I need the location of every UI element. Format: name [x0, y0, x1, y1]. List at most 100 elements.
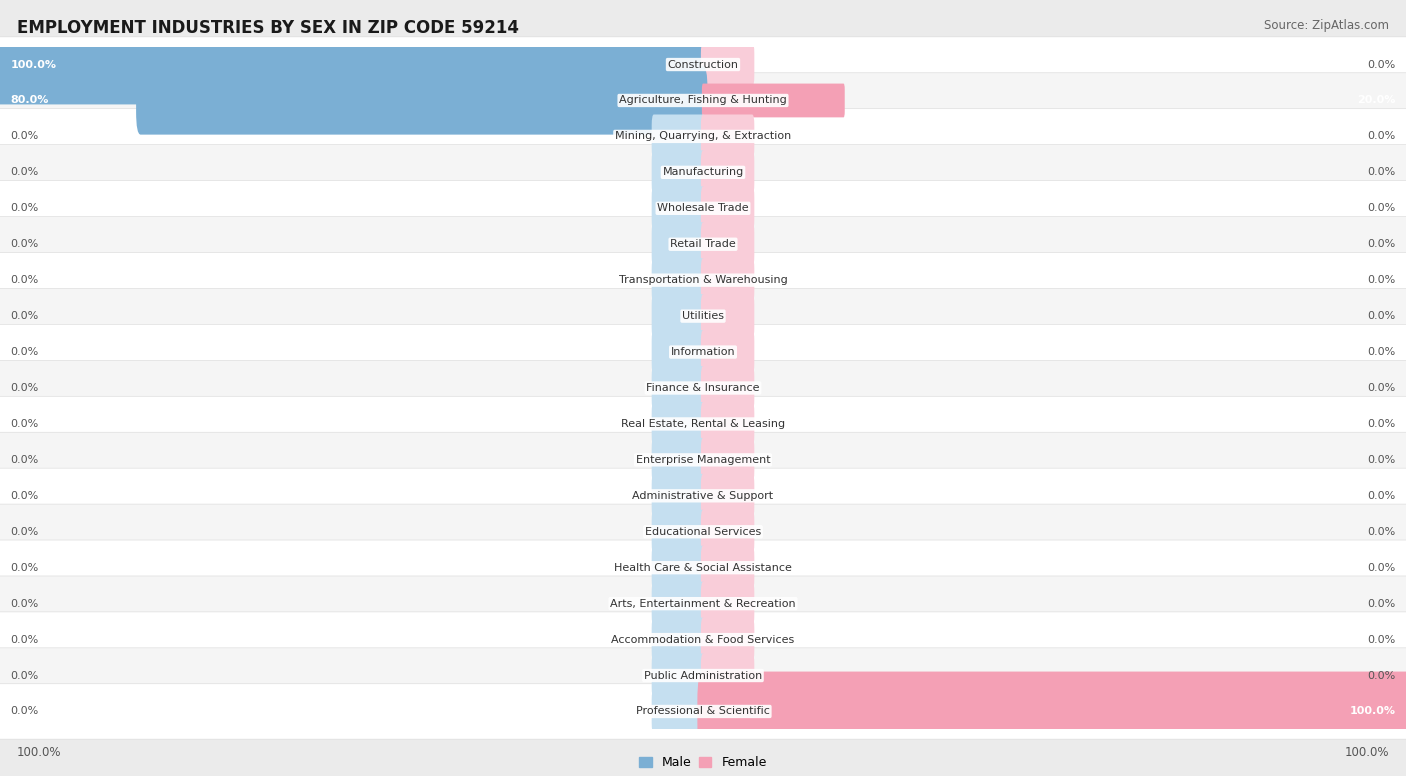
Text: 0.0%: 0.0%: [1367, 383, 1395, 393]
FancyBboxPatch shape: [0, 612, 1406, 667]
Text: Information: Information: [671, 347, 735, 357]
FancyBboxPatch shape: [700, 402, 754, 446]
FancyBboxPatch shape: [652, 618, 706, 661]
Text: Manufacturing: Manufacturing: [662, 168, 744, 178]
FancyBboxPatch shape: [700, 294, 754, 338]
FancyBboxPatch shape: [0, 181, 1406, 236]
Text: Retail Trade: Retail Trade: [671, 239, 735, 249]
Text: 80.0%: 80.0%: [10, 95, 49, 106]
FancyBboxPatch shape: [0, 684, 1406, 740]
FancyBboxPatch shape: [700, 653, 754, 698]
Text: 0.0%: 0.0%: [10, 383, 39, 393]
FancyBboxPatch shape: [652, 330, 706, 374]
Text: Source: ZipAtlas.com: Source: ZipAtlas.com: [1264, 19, 1389, 33]
FancyBboxPatch shape: [652, 258, 706, 302]
FancyBboxPatch shape: [0, 25, 709, 105]
Text: Enterprise Management: Enterprise Management: [636, 455, 770, 465]
Text: 0.0%: 0.0%: [1367, 131, 1395, 141]
FancyBboxPatch shape: [0, 109, 1406, 164]
FancyBboxPatch shape: [0, 540, 1406, 595]
Legend: Male, Female: Male, Female: [634, 751, 772, 774]
Text: 0.0%: 0.0%: [10, 563, 39, 573]
Text: Finance & Insurance: Finance & Insurance: [647, 383, 759, 393]
Text: Real Estate, Rental & Leasing: Real Estate, Rental & Leasing: [621, 419, 785, 429]
Text: Educational Services: Educational Services: [645, 527, 761, 537]
FancyBboxPatch shape: [652, 690, 706, 733]
Text: 0.0%: 0.0%: [10, 670, 39, 681]
Text: Construction: Construction: [668, 60, 738, 70]
Text: 0.0%: 0.0%: [1367, 563, 1395, 573]
Text: 0.0%: 0.0%: [10, 419, 39, 429]
FancyBboxPatch shape: [0, 217, 1406, 272]
Text: 100.0%: 100.0%: [10, 60, 56, 70]
Text: 0.0%: 0.0%: [1367, 670, 1395, 681]
FancyBboxPatch shape: [0, 468, 1406, 524]
FancyBboxPatch shape: [0, 324, 1406, 379]
Text: 0.0%: 0.0%: [1367, 635, 1395, 645]
FancyBboxPatch shape: [700, 222, 754, 266]
FancyBboxPatch shape: [700, 330, 754, 374]
Text: 0.0%: 0.0%: [10, 598, 39, 608]
Text: 0.0%: 0.0%: [1367, 598, 1395, 608]
FancyBboxPatch shape: [700, 366, 754, 410]
Text: 0.0%: 0.0%: [1367, 239, 1395, 249]
Text: 100.0%: 100.0%: [1350, 706, 1395, 716]
FancyBboxPatch shape: [700, 510, 754, 554]
FancyBboxPatch shape: [0, 432, 1406, 487]
Text: 0.0%: 0.0%: [10, 131, 39, 141]
Text: 0.0%: 0.0%: [10, 311, 39, 321]
FancyBboxPatch shape: [652, 546, 706, 590]
FancyBboxPatch shape: [652, 402, 706, 446]
Text: 0.0%: 0.0%: [10, 347, 39, 357]
FancyBboxPatch shape: [0, 73, 1406, 128]
Text: Transportation & Warehousing: Transportation & Warehousing: [619, 275, 787, 285]
Text: 0.0%: 0.0%: [10, 203, 39, 213]
FancyBboxPatch shape: [700, 258, 754, 302]
FancyBboxPatch shape: [136, 66, 707, 134]
FancyBboxPatch shape: [0, 397, 1406, 452]
FancyBboxPatch shape: [700, 546, 754, 590]
Text: 100.0%: 100.0%: [17, 747, 62, 759]
Text: Administrative & Support: Administrative & Support: [633, 491, 773, 501]
Text: 0.0%: 0.0%: [1367, 203, 1395, 213]
FancyBboxPatch shape: [0, 576, 1406, 632]
FancyBboxPatch shape: [700, 186, 754, 230]
FancyBboxPatch shape: [652, 510, 706, 554]
Text: 0.0%: 0.0%: [1367, 419, 1395, 429]
FancyBboxPatch shape: [652, 186, 706, 230]
Text: Professional & Scientific: Professional & Scientific: [636, 706, 770, 716]
FancyBboxPatch shape: [652, 582, 706, 625]
Text: Agriculture, Fishing & Hunting: Agriculture, Fishing & Hunting: [619, 95, 787, 106]
FancyBboxPatch shape: [652, 653, 706, 698]
Text: 0.0%: 0.0%: [10, 239, 39, 249]
FancyBboxPatch shape: [0, 252, 1406, 308]
Text: 0.0%: 0.0%: [1367, 527, 1395, 537]
FancyBboxPatch shape: [652, 366, 706, 410]
FancyBboxPatch shape: [652, 294, 706, 338]
FancyBboxPatch shape: [0, 36, 1406, 92]
Text: 0.0%: 0.0%: [10, 527, 39, 537]
Text: Health Care & Social Assistance: Health Care & Social Assistance: [614, 563, 792, 573]
Text: Accommodation & Food Services: Accommodation & Food Services: [612, 635, 794, 645]
Text: 0.0%: 0.0%: [1367, 275, 1395, 285]
Text: Utilities: Utilities: [682, 311, 724, 321]
Text: 0.0%: 0.0%: [10, 455, 39, 465]
Text: 0.0%: 0.0%: [10, 491, 39, 501]
Text: 0.0%: 0.0%: [10, 168, 39, 178]
FancyBboxPatch shape: [0, 289, 1406, 344]
Text: EMPLOYMENT INDUSTRIES BY SEX IN ZIP CODE 59214: EMPLOYMENT INDUSTRIES BY SEX IN ZIP CODE…: [17, 19, 519, 37]
FancyBboxPatch shape: [0, 360, 1406, 416]
FancyBboxPatch shape: [702, 84, 845, 117]
Text: 0.0%: 0.0%: [1367, 455, 1395, 465]
Text: 0.0%: 0.0%: [1367, 168, 1395, 178]
FancyBboxPatch shape: [652, 222, 706, 266]
FancyBboxPatch shape: [700, 43, 754, 86]
Text: 0.0%: 0.0%: [10, 275, 39, 285]
FancyBboxPatch shape: [652, 115, 706, 158]
Text: Mining, Quarrying, & Extraction: Mining, Quarrying, & Extraction: [614, 131, 792, 141]
FancyBboxPatch shape: [0, 144, 1406, 200]
FancyBboxPatch shape: [652, 438, 706, 482]
FancyBboxPatch shape: [700, 474, 754, 518]
Text: 0.0%: 0.0%: [1367, 60, 1395, 70]
Text: 0.0%: 0.0%: [1367, 347, 1395, 357]
